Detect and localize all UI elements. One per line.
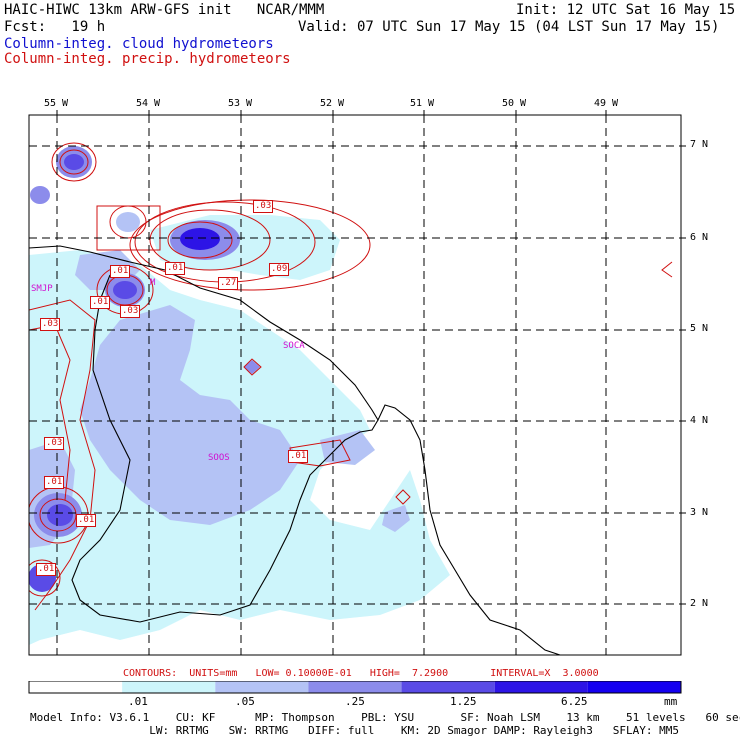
lon-label-53w: 53 W [228, 98, 253, 109]
station-soos: SOOS [208, 453, 230, 463]
init-time: Init: 12 UTC Sat 16 May 15 [516, 2, 736, 18]
station-soca: SOCA [283, 341, 305, 351]
shade-blue-main [80, 305, 300, 525]
contour-label: .27 [218, 277, 239, 290]
axis-ticks [56, 110, 686, 605]
cell-d-core [180, 228, 220, 250]
model-title: HAIC-HIWC 13km ARW-GFS init NCAR/MMM [4, 2, 325, 18]
contour-label: .01 [288, 450, 309, 463]
colorbar [28, 681, 682, 694]
lat-label-3n: 3 N [690, 507, 709, 518]
shade-blue-e [320, 430, 375, 465]
model-info-line1: Model Info: V3.6.1 CU: KF MP: Thompson P… [30, 711, 740, 724]
contour-label: .01 [165, 262, 186, 275]
contour-label: .01 [90, 296, 111, 309]
colorbar-label: .05 [235, 695, 255, 708]
valid-time: Valid: 07 UTC Sun 17 May 15 (04 LST Sun … [298, 19, 720, 35]
colorbar-label: .25 [345, 695, 365, 708]
lon-label-52w: 52 W [320, 98, 345, 109]
contour-label: .01 [76, 514, 97, 527]
model-info-line2: LW: RRTMG SW: RRTMG DIFF: full KM: 2D Sm… [30, 724, 680, 737]
colorbar-unit: mm [664, 695, 678, 708]
forecast-hour: Fcst: 19 h [4, 19, 106, 35]
map-frame [28, 114, 682, 656]
colorbar-swatch [215, 681, 309, 693]
colorbar-label: 6.25 [561, 695, 588, 708]
contour-label: .01 [44, 476, 65, 489]
contour-label: .03 [253, 200, 274, 213]
lat-label-5n: 5 N [690, 323, 709, 334]
field-precip-label: Column-integ. precip. hydrometeors [4, 51, 291, 67]
cell-f-core [47, 504, 73, 526]
contour-label: .03 [44, 437, 65, 450]
colorbar-label: .01 [128, 695, 148, 708]
contour-label: .01 [36, 563, 57, 576]
colorbar-swatch [122, 681, 216, 693]
cell-c [116, 212, 140, 232]
lon-label-50w: 50 W [502, 98, 527, 109]
shade-blue-se [382, 505, 410, 532]
lon-label-51w: 51 W [410, 98, 435, 109]
field-cloud-label: Column-integ. cloud hydrometeors [4, 36, 274, 52]
lon-label-49w: 49 W [594, 98, 619, 109]
shading-layer [29, 146, 450, 645]
station-m: M [150, 278, 156, 288]
contour-label: .03 [120, 305, 141, 318]
station-smjp: SMJP [31, 284, 53, 294]
contour-label: .01 [110, 265, 131, 278]
lat-label-4n: 4 N [690, 415, 709, 426]
colorbar-swatch [587, 681, 681, 693]
colorbar-swatch [29, 681, 123, 693]
contour-label: .09 [269, 263, 290, 276]
contours-info: CONTOURS: UNITS=mm LOW= 0.10000E-01 HIGH… [123, 668, 599, 679]
cell-a-core [64, 154, 84, 170]
lat-label-7n: 7 N [690, 139, 709, 150]
lon-label-54w: 54 W [136, 98, 161, 109]
colorbar-swatch [494, 681, 588, 693]
contour-label: .03 [40, 318, 61, 331]
cell-b [30, 186, 50, 204]
lat-lon-grid [29, 115, 681, 655]
lon-label-55w: 55 W [44, 98, 69, 109]
colorbar-label: 1.25 [450, 695, 477, 708]
lat-label-2n: 2 N [690, 598, 709, 609]
cell-e-core [113, 281, 137, 299]
colorbar-swatch [308, 681, 402, 693]
colorbar-frame [28, 681, 682, 694]
colorbar-swatch [401, 681, 495, 693]
lat-label-6n: 6 N [690, 232, 709, 243]
